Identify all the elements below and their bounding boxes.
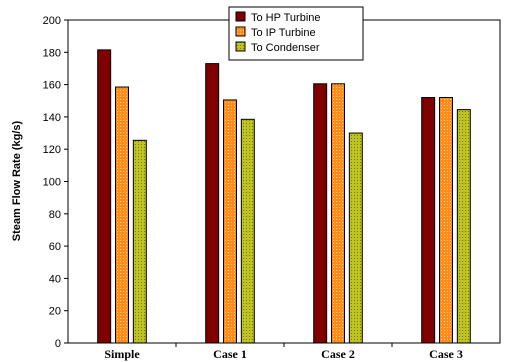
x-tick-label: Case 3 — [429, 347, 463, 361]
y-tick-label: 40 — [49, 273, 61, 285]
bar-to-condenser-simple — [132, 139, 147, 344]
legend-label: To IP Turbine — [251, 27, 316, 39]
y-tick-label: 0 — [55, 338, 61, 350]
y-tick-label: 180 — [43, 47, 61, 59]
y-tick-label: 120 — [43, 144, 61, 156]
y-tick-label: 100 — [43, 177, 61, 189]
legend: To HP Turbine To IP Turbine To Condenser — [228, 6, 364, 61]
y-axis: 0 20 40 60 80 100 120 140 160 180 200 — [43, 15, 68, 350]
bar-to-ip-turbine-case-2 — [331, 83, 345, 344]
legend-swatch — [235, 26, 246, 37]
legend-swatch — [235, 11, 246, 22]
legend-swatch — [235, 41, 246, 52]
bar-to-condenser-case-3 — [456, 109, 471, 344]
x-tick-label: Case 2 — [321, 347, 355, 361]
bar-to-ip-turbine-case-3 — [439, 97, 453, 344]
legend-label: To HP Turbine — [251, 12, 321, 24]
bar-to-ip-turbine-simple — [115, 86, 129, 344]
bar-to-hp-turbine-case-1 — [205, 63, 220, 344]
y-axis-title: Steam Flow Rate (kg/s) — [11, 120, 23, 241]
bar-to-condenser-case-2 — [348, 132, 363, 344]
y-tick-label: 200 — [43, 15, 61, 27]
bar-to-hp-turbine-case-2 — [313, 83, 328, 344]
y-tick-label: 140 — [43, 112, 61, 124]
y-tick-label: 80 — [49, 209, 61, 221]
bar-to-condenser-case-1 — [240, 118, 255, 344]
bar-to-hp-turbine-case-3 — [421, 97, 436, 344]
x-axis: Simple Case 1 Case 2 Case 3 — [104, 343, 463, 361]
y-tick-label: 160 — [43, 80, 61, 92]
legend-box — [228, 6, 364, 61]
bars-group — [97, 49, 471, 344]
x-tick-label: Simple — [104, 347, 140, 361]
legend-label: To Condenser — [251, 42, 320, 54]
bar-to-hp-turbine-simple — [97, 49, 112, 344]
y-tick-label: 60 — [49, 241, 61, 253]
bar-to-ip-turbine-case-1 — [223, 99, 237, 344]
y-tick-label: 20 — [49, 306, 61, 318]
plot-area — [67, 19, 501, 344]
x-tick-label: Case 1 — [213, 347, 247, 361]
